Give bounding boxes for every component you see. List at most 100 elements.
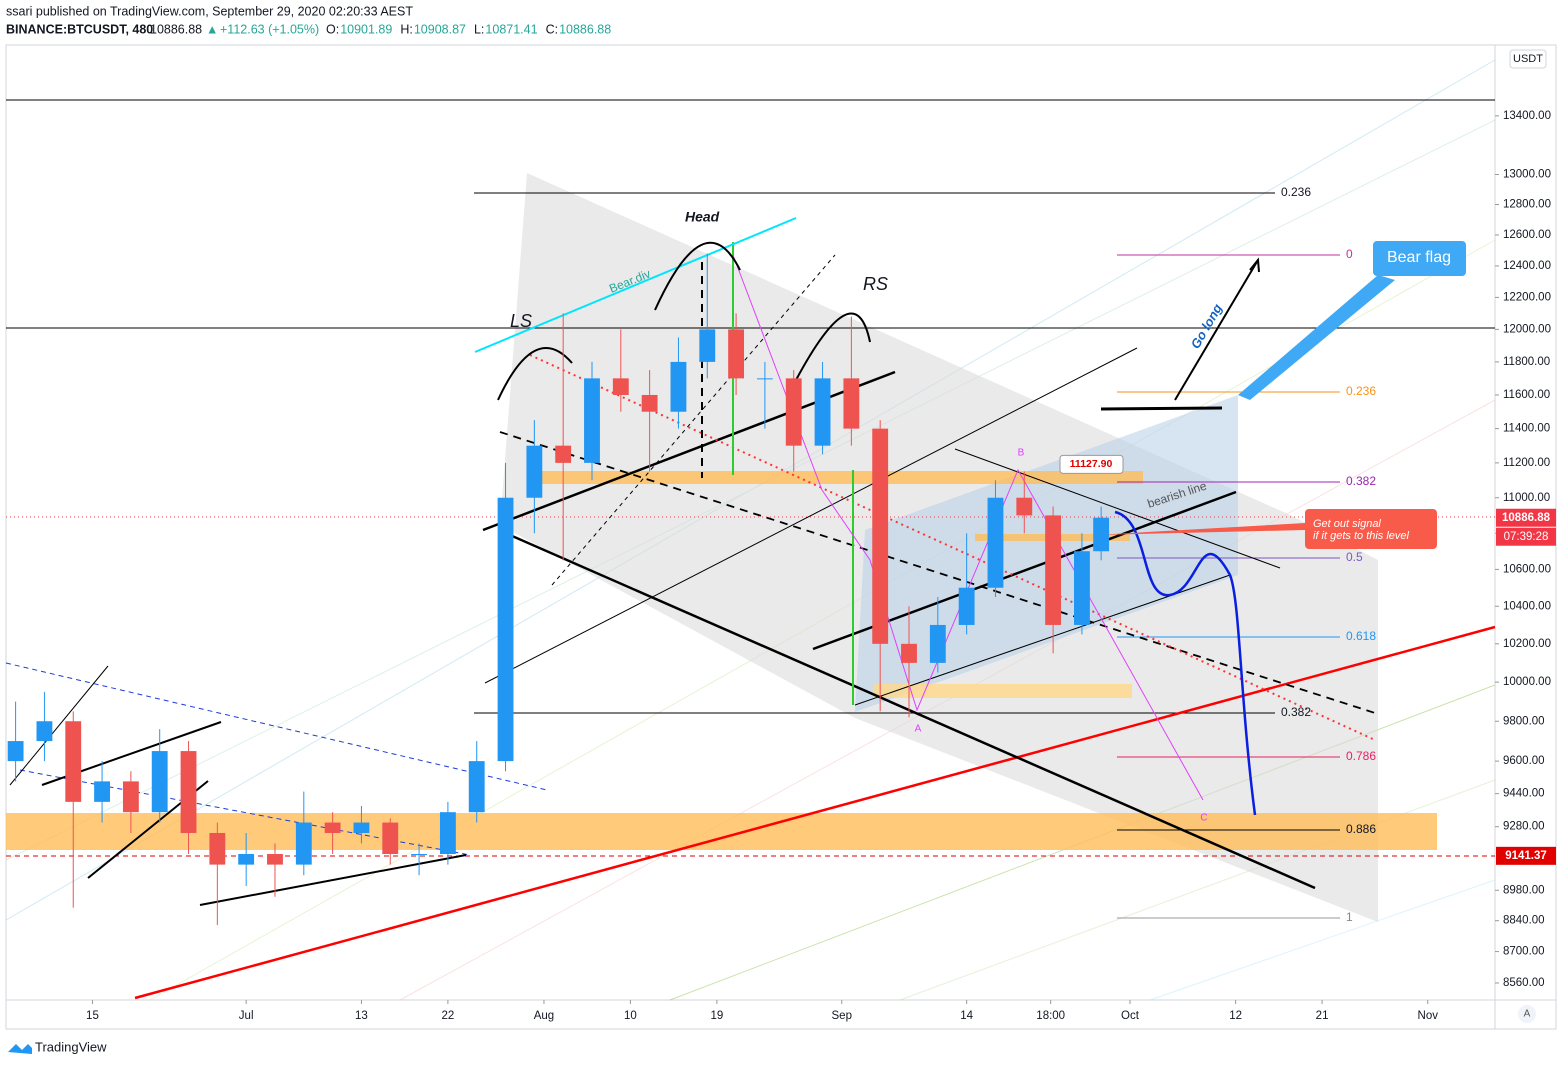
price-marker-label: 10886.88 xyxy=(1502,512,1551,524)
x-tick-label: 18:00 xyxy=(1036,1010,1065,1022)
y-tick-label: 9600.00 xyxy=(1503,755,1545,767)
y-tick-label: 10400.00 xyxy=(1503,600,1551,612)
get-out-label: if it gets to this level xyxy=(1313,530,1410,542)
x-tick-label: 21 xyxy=(1316,1010,1329,1022)
candle-body xyxy=(353,822,370,833)
symbol: BINANCE:BTCUSDT, 480 xyxy=(6,22,153,36)
y-tick-label: 12400.00 xyxy=(1503,260,1551,272)
candle-body xyxy=(1073,551,1090,625)
candle-body xyxy=(756,378,773,380)
currency[interactable]: USDT xyxy=(1513,53,1543,65)
y-tick-label: 9440.00 xyxy=(1503,788,1545,800)
currency-box[interactable] xyxy=(1509,49,1547,69)
bear-flag-label: Bear flag xyxy=(1387,249,1451,266)
ohlc: O: 10901.89 H: 10908.87 L: 10871.41 C: 10886.88 xyxy=(326,22,611,36)
candle-body xyxy=(584,378,600,463)
y-tick-label: 8840.00 xyxy=(1503,915,1545,927)
x-tick-label: 13 xyxy=(355,1010,368,1022)
fib-label: 0 xyxy=(1346,247,1353,261)
candle-body xyxy=(238,854,255,865)
y-tick-label: 8980.00 xyxy=(1503,884,1545,896)
candle-body xyxy=(670,361,687,412)
fib-label: 0.382 xyxy=(1281,705,1311,719)
candle-body xyxy=(151,751,168,813)
x-tick-label: 19 xyxy=(710,1010,723,1022)
ohlc-label: L: xyxy=(474,22,484,36)
demand-zone xyxy=(873,684,1132,698)
candle-body xyxy=(468,761,485,813)
price-marker-label: 9141.37 xyxy=(1505,850,1547,862)
candle-body xyxy=(7,741,24,762)
x-tick-label: Sep xyxy=(832,1010,852,1022)
candle-body xyxy=(785,378,802,446)
resistance-zone xyxy=(535,471,1143,484)
fib-label: 0.786 xyxy=(1346,749,1376,763)
fib-label: 0.5 xyxy=(1346,550,1363,564)
y-tick-label: 12800.00 xyxy=(1503,199,1551,211)
ls-label: LS xyxy=(510,311,532,331)
y-tick-label: 11800.00 xyxy=(1503,356,1550,368)
candle-body xyxy=(439,812,456,855)
fib-right-lines xyxy=(1117,254,1340,919)
candle-body xyxy=(612,378,629,395)
candle-body xyxy=(1093,517,1110,552)
candle-body xyxy=(929,624,946,663)
x-tick-label: 15 xyxy=(86,1010,99,1022)
x-tick-label: Jul xyxy=(239,1010,254,1022)
change: +112.63 (+1.05%) xyxy=(220,22,319,36)
brand-logo xyxy=(8,1044,32,1054)
publish-info: ssari published on TradingView.com, Sept… xyxy=(6,4,413,18)
y-tick-label: 8560.00 xyxy=(1503,977,1545,989)
x-tick-label: 22 xyxy=(441,1010,454,1022)
candle-body xyxy=(526,445,543,498)
wave-label: A xyxy=(915,724,922,735)
ohlc-label: O: xyxy=(326,22,339,36)
bear-flag-box xyxy=(1373,241,1466,276)
auto-scale[interactable]: A xyxy=(1524,1009,1531,1020)
price-marker-box xyxy=(1496,508,1556,527)
candle-body xyxy=(901,643,917,663)
y-tick-label: 11400.00 xyxy=(1503,423,1550,435)
candle-body xyxy=(555,445,572,463)
brand: TradingView xyxy=(35,1039,107,1054)
callout-label: 11127.90 xyxy=(1070,458,1113,470)
candle-body xyxy=(1045,515,1062,625)
candle-body xyxy=(872,428,889,644)
y-tick-label: 9800.00 xyxy=(1503,715,1545,727)
candle-body xyxy=(65,721,82,802)
ohlc-label: H: xyxy=(400,22,413,36)
candle-body xyxy=(180,751,197,833)
candle-body xyxy=(209,832,226,865)
support-zone xyxy=(6,813,1437,850)
candle-body xyxy=(324,822,341,833)
fib-label: 0.886 xyxy=(1346,822,1376,836)
y-tick-label: 9280.00 xyxy=(1503,821,1545,833)
candle-body xyxy=(411,854,428,856)
candle-body xyxy=(497,497,514,762)
fib-label: 0.236 xyxy=(1281,185,1311,199)
y-tick-label: 12600.00 xyxy=(1503,229,1551,241)
ohlc-value: 10871.41 xyxy=(485,22,537,36)
fib-label: 1 xyxy=(1346,910,1353,924)
auto-scale-button[interactable] xyxy=(1518,1005,1536,1023)
candle-body xyxy=(641,394,658,412)
countdown: 07:39:28 xyxy=(1504,531,1549,543)
candle-body xyxy=(295,822,312,865)
ohlc-value: 10901.89 xyxy=(340,22,392,36)
head-label: Head xyxy=(685,209,720,225)
plot xyxy=(7,253,1110,926)
candle-body xyxy=(122,781,139,813)
fib-label: 0.382 xyxy=(1346,474,1376,488)
candle-body xyxy=(843,378,860,429)
y-tick-label: 12000.00 xyxy=(1503,323,1551,335)
ohlc-value: 10908.87 xyxy=(414,22,466,36)
x-tick-label: 12 xyxy=(1229,1010,1242,1022)
y-tick-label: 13400.00 xyxy=(1503,110,1551,122)
candle-body xyxy=(958,587,975,625)
rs-label: RS xyxy=(863,274,888,294)
last-price: 10886.88 xyxy=(150,22,202,36)
x-tick-label: 10 xyxy=(624,1010,637,1022)
x-tick-label: Nov xyxy=(1418,1010,1439,1022)
